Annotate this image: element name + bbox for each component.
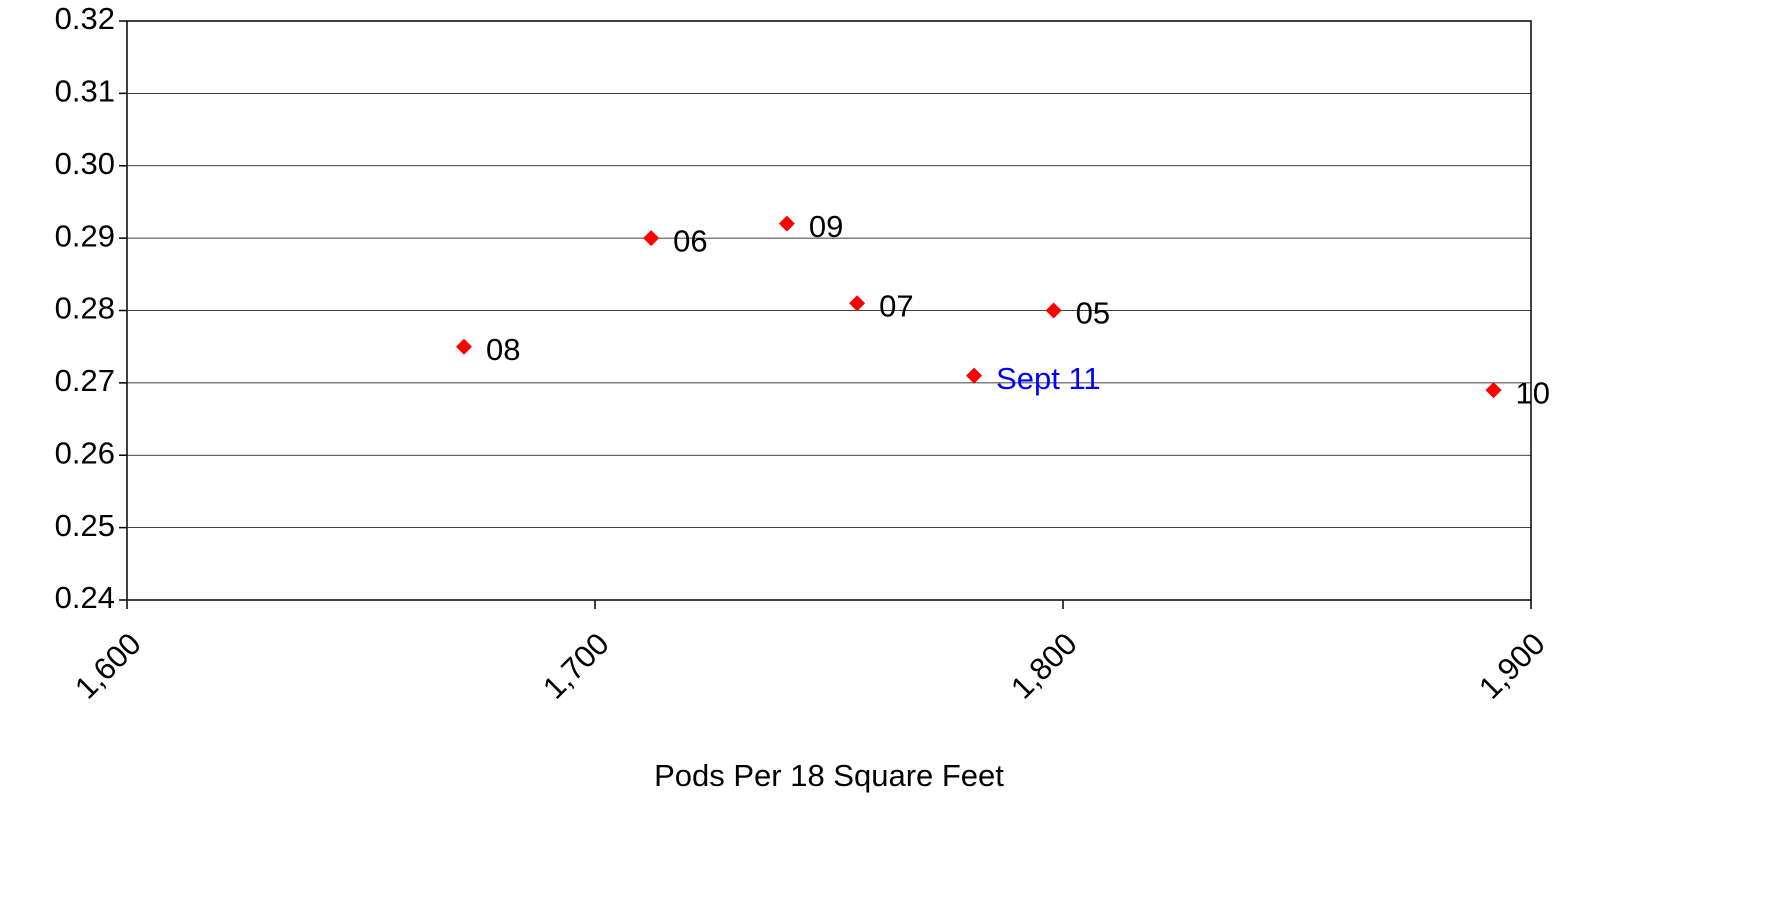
y-tick-label: 0.27 bbox=[55, 363, 115, 398]
point-label: 05 bbox=[1076, 296, 1110, 331]
point bbox=[455, 338, 472, 355]
x-tick-label: 1,600 bbox=[68, 626, 148, 706]
y-tick-label: 0.25 bbox=[55, 508, 115, 543]
point-label: 07 bbox=[879, 288, 913, 323]
y-tick-label: 0.29 bbox=[55, 218, 115, 253]
y-tick-label: 0.32 bbox=[55, 1, 115, 36]
point bbox=[966, 367, 983, 384]
point-label: 10 bbox=[1516, 375, 1550, 410]
x-axis-label: Pods Per 18 Square Feet bbox=[654, 758, 1004, 793]
y-tick-label: 0.30 bbox=[55, 146, 115, 181]
point-label: 09 bbox=[809, 209, 843, 244]
y-tick-label: 0.24 bbox=[55, 580, 115, 615]
point bbox=[1485, 382, 1502, 399]
point-label: 06 bbox=[673, 223, 707, 258]
y-tick-label: 0.31 bbox=[55, 74, 115, 109]
plot-frame bbox=[126, 20, 1532, 601]
point-label: Sept 11 bbox=[996, 361, 1101, 396]
y-tick-label: 0.26 bbox=[55, 435, 115, 470]
y-tick-label: 0.28 bbox=[55, 291, 115, 326]
point-label: 08 bbox=[486, 332, 520, 367]
x-tick-label: 1,800 bbox=[1004, 626, 1084, 706]
x-tick-label: 1,900 bbox=[1472, 626, 1552, 706]
point bbox=[1045, 302, 1062, 319]
point bbox=[778, 215, 795, 232]
x-tick-label: 1,700 bbox=[536, 626, 616, 706]
point bbox=[643, 230, 660, 247]
point bbox=[849, 295, 866, 312]
